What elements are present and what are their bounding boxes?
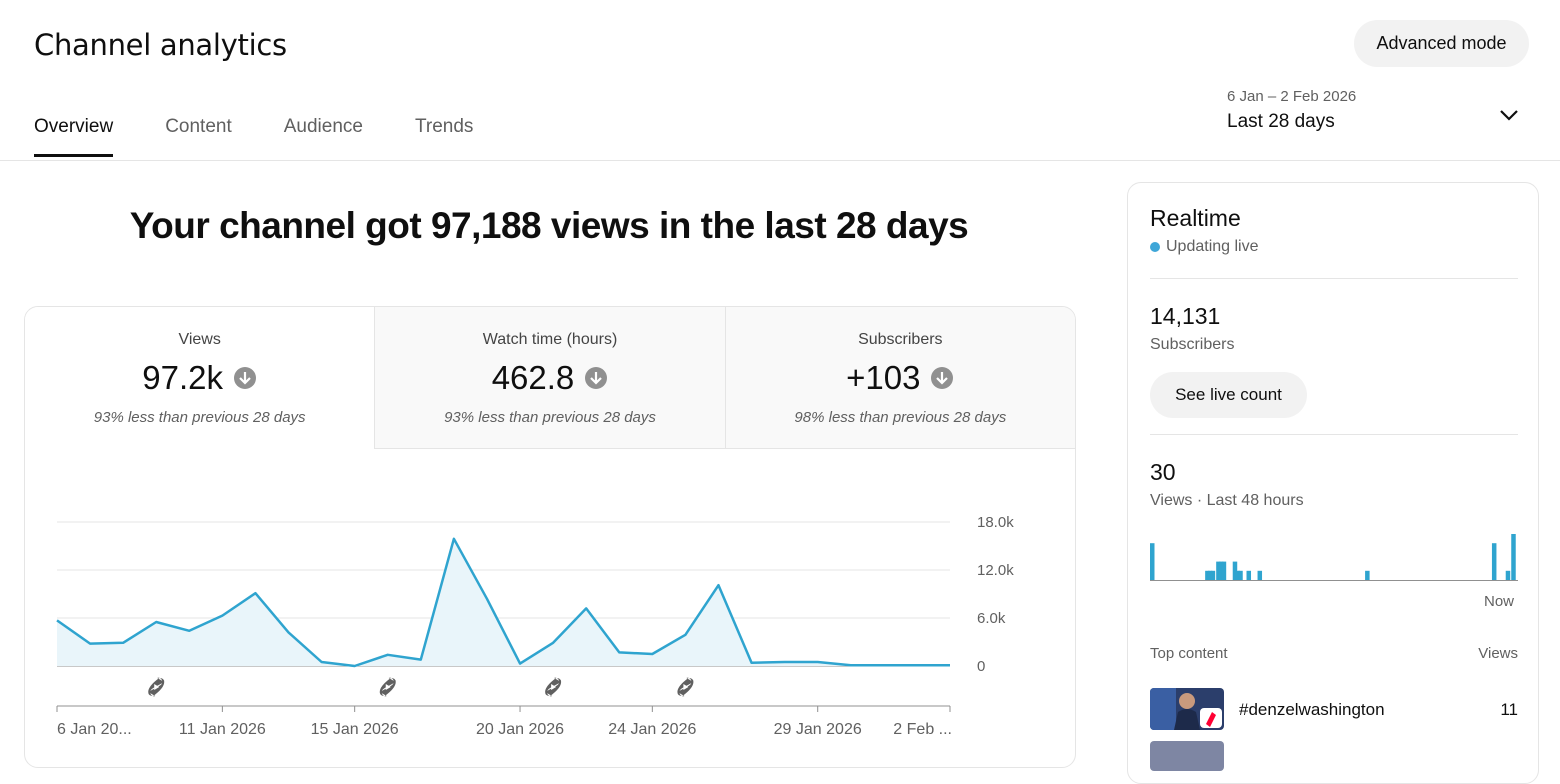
- metric-comparison: 93% less than previous 28 days: [93, 409, 306, 426]
- x-tick-label: 24 Jan 2026: [608, 721, 696, 738]
- metric-tab-watch-time[interactable]: Watch time (hours) 462.8 93% less than p…: [374, 307, 725, 449]
- tab-overview[interactable]: Overview: [34, 116, 114, 157]
- video-thumbnail: [1150, 688, 1224, 730]
- metric-label: Watch time (hours): [482, 331, 618, 348]
- metric-label: Views: [178, 331, 221, 348]
- tab-trends[interactable]: Trends: [414, 116, 474, 137]
- x-tick-label: 15 Jan 2026: [311, 721, 399, 738]
- y-tick-label: 0: [977, 658, 985, 675]
- realtime-bar: [1216, 561, 1221, 580]
- shorts-marker-icon: [677, 677, 694, 697]
- realtime-bar: [1150, 543, 1155, 580]
- live-status: Updating live: [1150, 238, 1259, 256]
- realtime-title: Realtime: [1150, 205, 1241, 231]
- x-tick-label: 29 Jan 2026: [774, 721, 862, 738]
- date-preset-label: Last 28 days: [1227, 111, 1335, 132]
- date-range-selector[interactable]: 6 Jan – 2 Feb 2026 Last 28 days: [1227, 88, 1527, 142]
- tab-content[interactable]: Content: [165, 116, 232, 137]
- realtime-bar: [1235, 570, 1240, 580]
- chevron-down-icon: [1500, 110, 1518, 121]
- y-tick-label: 12.0k: [977, 562, 1014, 579]
- metrics-card: Views 97.2k 93% less than previous 28 da…: [24, 306, 1076, 768]
- header: Channel analytics Advanced mode Overview…: [0, 0, 1560, 161]
- x-tick-label: 6 Jan 20...: [57, 721, 132, 738]
- realtime-bar: [1505, 570, 1511, 580]
- metric-comparison: 98% less than previous 28 days: [794, 409, 1007, 426]
- metric-label: Subscribers: [858, 331, 943, 348]
- realtime-bar: [1221, 561, 1227, 580]
- live-status-text: Updating live: [1166, 238, 1259, 255]
- top-content-title: #denzelwashington: [1239, 700, 1385, 719]
- realtime-bar: [1246, 570, 1252, 580]
- live-dot-icon: [1150, 242, 1160, 252]
- see-live-count-button[interactable]: See live count: [1150, 372, 1307, 418]
- views-column-label: Views: [1478, 645, 1518, 662]
- top-content-header: Top content Views: [1150, 645, 1518, 662]
- top-content-label: Top content: [1150, 645, 1228, 662]
- realtime-card: Realtime Updating live 14,131 Subscriber…: [1127, 182, 1539, 784]
- realtime-bar: [1365, 570, 1370, 580]
- metric-value: 462.8: [491, 359, 575, 396]
- metric-value: 97.2k: [142, 359, 224, 396]
- tab-bar: Overview Content Audience Trends: [34, 116, 525, 157]
- metric-tab-views[interactable]: Views 97.2k 93% less than previous 28 da…: [25, 307, 375, 449]
- realtime-views-count: 30: [1150, 459, 1176, 485]
- divider: [1150, 278, 1518, 279]
- y-tick-label: 6.0k: [977, 610, 1006, 627]
- video-thumbnail: [1150, 741, 1224, 771]
- shorts-marker-icon: [148, 677, 165, 697]
- x-tick-label: 2 Feb ...: [893, 721, 952, 738]
- divider: [1150, 434, 1518, 435]
- y-tick-label: 18.0k: [977, 514, 1014, 531]
- top-content-views: 11: [1500, 700, 1518, 719]
- realtime-bar: [1210, 570, 1216, 580]
- realtime-bar-chart[interactable]: [1150, 528, 1518, 581]
- arrow-down-icon: [234, 367, 257, 389]
- realtime-bar: [1232, 561, 1238, 580]
- arrow-down-icon: [931, 367, 954, 389]
- shorts-marker-icon: [379, 677, 396, 697]
- views-area: [57, 538, 950, 666]
- now-label: Now: [1484, 593, 1515, 610]
- realtime-bar: [1511, 534, 1516, 580]
- realtime-bar: [1238, 570, 1243, 580]
- realtime-bar: [1257, 570, 1263, 580]
- date-range-text: 6 Jan – 2 Feb 2026: [1227, 88, 1357, 105]
- x-tick-label: 11 Jan 2026: [179, 721, 266, 738]
- metric-value: +103: [846, 359, 921, 396]
- views-chart[interactable]: 0 6.0k 12.0k 18.0k 6 Jan 20... 11 Jan 2026 15 …: [25, 449, 1075, 768]
- advanced-mode-button[interactable]: Advanced mode: [1354, 20, 1529, 67]
- subscriber-count: 14,131: [1150, 303, 1221, 329]
- realtime-bar: [1205, 570, 1210, 580]
- arrow-down-icon: [585, 367, 608, 389]
- page-title: Channel analytics: [34, 28, 287, 62]
- metric-comparison: 93% less than previous 28 days: [444, 409, 656, 426]
- realtime-views-label: Views · Last 48 hours: [1150, 492, 1304, 509]
- tab-audience[interactable]: Audience: [283, 116, 363, 137]
- realtime-bar: [1207, 570, 1213, 580]
- summary-headline: Your channel got 97,188 views in the las…: [129, 205, 969, 246]
- metric-tab-subscribers[interactable]: Subscribers +103 98% less than previous …: [724, 307, 1075, 449]
- top-content-row[interactable]: #denzelwashington 11: [1150, 688, 1518, 732]
- subscriber-label: Subscribers: [1150, 336, 1235, 353]
- realtime-bar: [1218, 561, 1224, 580]
- realtime-bar: [1491, 543, 1497, 580]
- x-tick-label: 20 Jan 2026: [476, 721, 564, 738]
- shorts-marker-icon: [545, 677, 562, 697]
- views-line: [56, 537, 950, 668]
